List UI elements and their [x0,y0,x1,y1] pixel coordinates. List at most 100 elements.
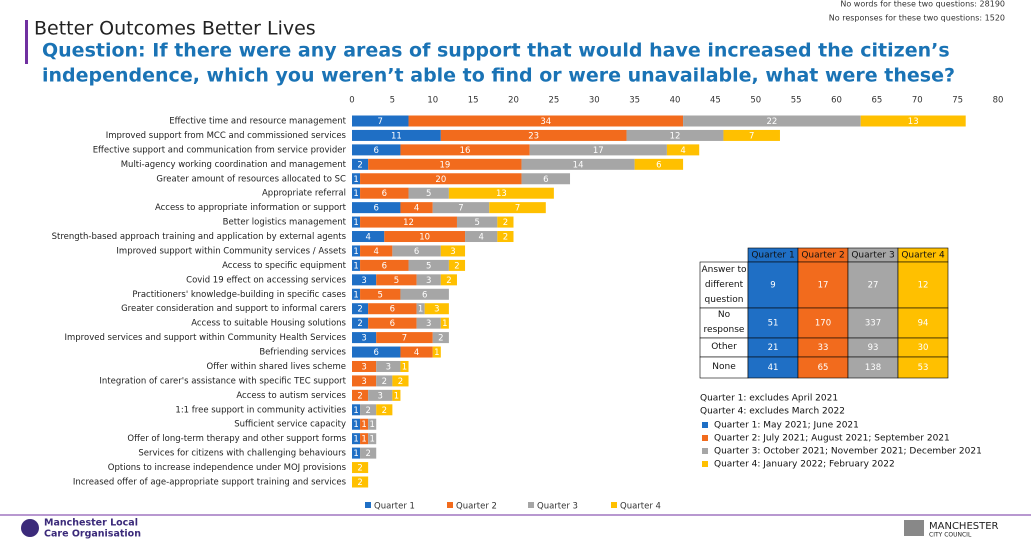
bar-segment [352,288,361,300]
category-label: Offer within shared lives scheme [207,362,346,372]
bar-segment [626,129,724,141]
value-label: 4 [680,146,685,156]
quarter-note: Quarter 3: October 2021; November 2021; … [714,447,982,457]
value-label: 2 [357,478,362,488]
table-header: Quarter 4 [901,251,945,261]
bar-segment [376,404,393,416]
category-label: Covid 19 effect on accessing services [186,275,346,285]
category-label: Improved services and support within Com… [65,333,347,343]
value-label: 6 [382,189,387,199]
value-label: 3 [450,247,455,257]
bar-segment [408,115,684,127]
quarter-note: Quarter 2: July 2021; August 2021; Septe… [714,434,950,444]
x-tick-label: 30 [589,96,600,106]
value-label: 10 [419,233,430,243]
bar-segment [408,259,449,271]
bar-segment [465,231,498,243]
bar-segment [440,245,466,257]
bar-segment [360,245,393,257]
value-label: 6 [390,305,395,315]
value-label: 1 [361,420,366,430]
value-label: 6 [422,290,427,300]
table-value: 138 [865,363,881,373]
x-tick-label: 50 [750,96,761,106]
bar-segment [352,389,369,401]
category-label: Offer of long-term therapy and other sup… [127,434,346,444]
category-label: Greater amount of resources allocated to… [156,174,346,184]
value-label: 20 [435,175,446,185]
value-label: 5 [394,276,399,286]
value-label: 1 [353,189,358,199]
footer-left: Care Organisation [44,529,141,539]
value-label: 3 [434,305,439,315]
legend-label: Quarter 2 [456,502,497,512]
value-label: 1 [353,218,358,228]
value-label: 11 [391,131,402,141]
table-cell [747,307,799,339]
row-label-box: No response [704,310,745,335]
table-value: 93 [868,343,879,353]
bar-segment [529,144,667,156]
value-label: 13 [908,117,919,127]
bar-segment [392,375,409,387]
value-label: 1 [353,290,358,300]
category-label: Greater consideration and support to inf… [121,304,346,314]
table-value: 94 [918,319,929,329]
bar-segment [416,274,441,286]
bar-segment [352,404,361,416]
row-label-box: Answer to different question [701,265,746,305]
bar-segment [352,216,361,228]
category-label: Improved support within Community servic… [116,246,346,256]
value-label: 1 [418,305,423,315]
bar-segment [400,346,433,358]
x-tick-label: 75 [952,96,963,106]
bar-segment [432,202,490,214]
value-label: 2 [357,391,362,401]
table-value: 41 [768,363,779,373]
bar-segment [448,187,554,199]
value-label: 7 [402,334,407,344]
value-label: 23 [528,131,539,141]
table-header: Quarter 2 [801,251,844,261]
value-label: 6 [374,348,379,358]
bar-segment [400,144,530,156]
quarter-note: Quarter 4: January 2022; February 2022 [714,460,895,470]
category-label: Access to specific equipment [222,261,347,271]
value-label: 3 [361,334,366,344]
table-value: 51 [768,319,779,329]
bar-segment [368,303,417,315]
table-value: 17 [818,281,829,291]
value-label: 2 [446,276,451,286]
bar-segment [352,375,377,387]
bar-segment [432,346,441,358]
value-label: 2 [365,449,370,459]
note-swatch [702,448,708,454]
table-row-label: Other [711,342,737,352]
bar-segment [352,433,361,445]
value-label: 4 [414,204,419,214]
value-label: 4 [374,247,379,257]
value-label: 1 [434,348,439,358]
crest [904,520,924,536]
value-label: 2 [357,464,362,474]
value-label: 22 [766,117,777,127]
table-cell [897,356,949,379]
legend-swatch [365,502,371,508]
legend-swatch [528,502,534,508]
value-label: 1 [353,420,358,430]
bar-segment [400,360,409,372]
value-label: 1 [369,435,374,445]
value-label: 1 [353,247,358,257]
value-label: 19 [439,160,450,170]
category-label: 1:1 free support in community activities [175,405,346,415]
x-tick-label: 35 [629,96,640,106]
x-tick-label: 25 [548,96,559,106]
value-label: 7 [515,204,520,214]
value-label: 1 [442,319,447,329]
value-label: 7 [458,204,463,214]
value-label: 1 [353,261,358,271]
x-tick-label: 80 [993,96,1004,106]
value-label: 1 [369,420,374,430]
question-line: independence, which you weren’t able to … [42,65,955,87]
bar-segment [440,274,457,286]
